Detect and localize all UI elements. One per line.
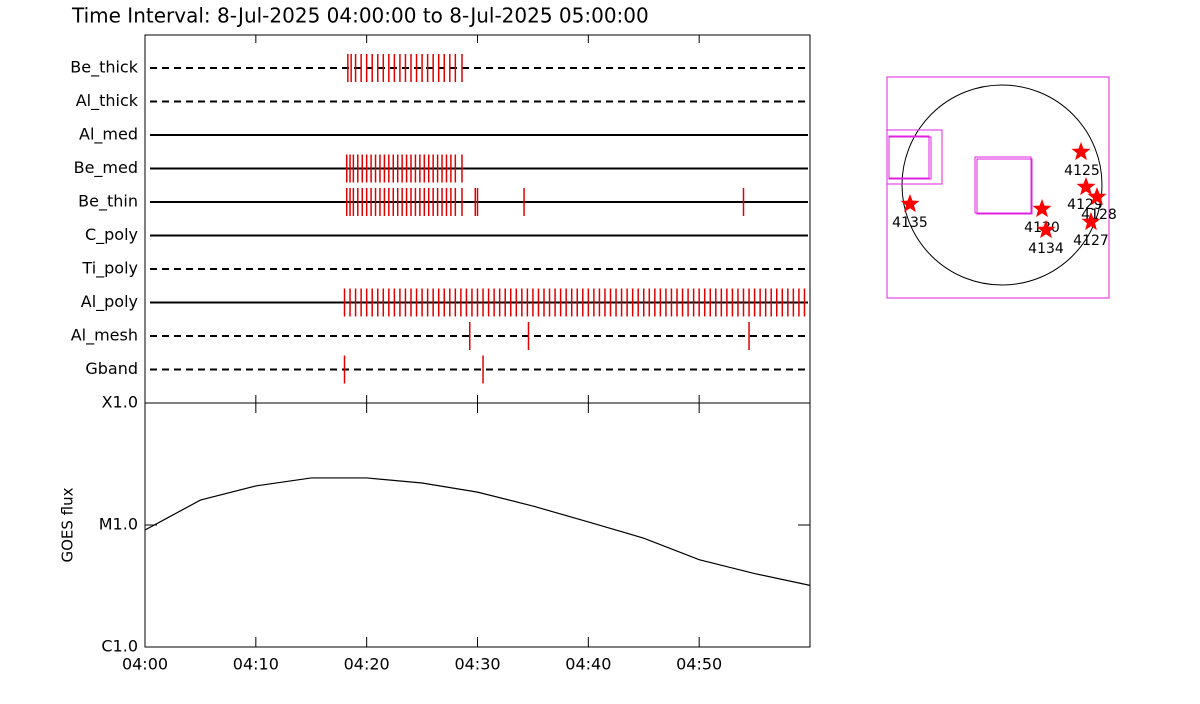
fov-box — [974, 156, 1032, 214]
region-star — [1036, 220, 1056, 239]
y-axis-title: GOES flux — [59, 487, 77, 562]
region-label: 4134 — [1028, 241, 1064, 257]
region-star — [900, 194, 920, 213]
row-label: Gband — [85, 359, 138, 378]
y-tick-label: M1.0 — [99, 515, 138, 534]
row-label: Be_thick — [70, 58, 138, 78]
row-label: Be_thin — [78, 192, 138, 212]
chart-title: Time Interval: 8-Jul-2025 04:00:00 to 8-… — [71, 4, 649, 28]
region-star — [1076, 177, 1096, 196]
row-label: C_poly — [85, 225, 138, 245]
x-tick-label: 04:50 — [676, 655, 722, 674]
row-label: Be_med — [74, 158, 138, 178]
x-tick-label: 04:20 — [344, 655, 390, 674]
fov-box — [976, 158, 1033, 215]
fov-box — [888, 135, 930, 179]
row-label: Al_poly — [81, 292, 138, 312]
timeline-frame — [144, 34, 811, 404]
map-frame — [886, 76, 1110, 299]
region-star — [1032, 199, 1052, 218]
x-tick-label: 04:00 — [122, 655, 168, 674]
fov-box — [888, 136, 932, 180]
fov-box — [886, 129, 943, 185]
region-label: 4135 — [892, 215, 928, 231]
row-label: Al_mesh — [71, 326, 138, 346]
row-label: Al_med — [79, 125, 138, 145]
region-star — [1071, 142, 1091, 161]
row-label: Al_thick — [76, 91, 139, 111]
sun-map: 4125412941284130413441274135 — [886, 76, 1117, 299]
y-tick-label: X1.0 — [102, 393, 138, 412]
region-star — [1087, 187, 1107, 206]
region-star — [1081, 212, 1101, 231]
goes-frame — [144, 402, 811, 648]
region-label: 4127 — [1073, 233, 1109, 249]
y-tick-label: C1.0 — [101, 637, 138, 656]
row-label: Ti_poly — [81, 259, 138, 279]
x-tick-label: 04:30 — [454, 655, 500, 674]
solar-limb — [901, 84, 1103, 286]
goes-curve — [144, 477, 811, 586]
region-label: 4125 — [1064, 163, 1100, 179]
x-tick-label: 04:40 — [565, 655, 611, 674]
x-tick-label: 04:10 — [233, 655, 279, 674]
